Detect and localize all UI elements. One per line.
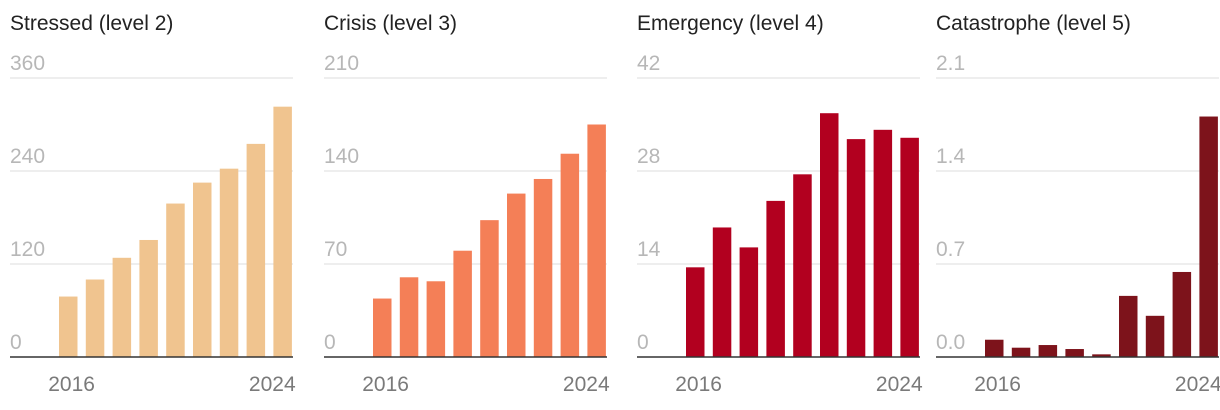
bar-2019: 2019: 80: [453, 250, 472, 357]
bar-2018: 2018: 16.5: [739, 247, 759, 357]
bar-2016: 2016: 13.5: [686, 267, 705, 357]
bar-2024: 2024: 323: [273, 106, 292, 357]
y-tick-label: 240: [10, 145, 45, 168]
bar-2016: 2016: 78: [59, 296, 78, 357]
x-tick-label: 2016: [675, 373, 722, 396]
y-tick-label: 360: [10, 52, 45, 75]
bar-2023: 2023: 275: [246, 143, 266, 357]
bar-2024: 2024: 1.81: [1199, 116, 1218, 358]
bar-2021: 2021: 225: [193, 182, 212, 357]
bar-2017: 2017: 19.5: [712, 227, 732, 357]
x-tick-label: 2016: [48, 373, 95, 396]
x-tick-label: 2016: [362, 373, 409, 396]
panel-title: Emergency (level 4): [637, 12, 824, 35]
y-tick-label: 0: [10, 331, 22, 354]
y-tick-label: 140: [324, 145, 359, 168]
panel-emergency: Emergency (level 4) 0 14 28 42 2016: 13.5 201…: [637, 0, 923, 410]
bar-2022: 2022: 0.31: [1145, 315, 1165, 357]
y-tick-label: 2.1: [936, 52, 965, 75]
bar-chart: 0.0 0.7 1.4 2.1 2016: 0.13 2017: 0.07 2018: 0.…: [936, 52, 1220, 396]
bar-chart: 0 14 28 42 2016: 13.5 2017: 19.5 2018: 16.5 201…: [637, 52, 923, 396]
panel-title: Crisis (level 3): [324, 12, 458, 35]
y-tick-label: 0: [324, 331, 336, 354]
bar-2019: 2019: 151: [139, 239, 158, 357]
bar-2024: 2024: 175: [587, 124, 606, 357]
panel-title: Catastrophe (level 5): [936, 12, 1131, 35]
bar-2018: 2018: 0.09: [1038, 345, 1058, 357]
panel-stressed: Stressed (level 2) 0 120 240 360 2016: 78 201…: [10, 0, 296, 410]
y-tick-label: 210: [324, 52, 359, 75]
y-tick-label: 42: [637, 52, 660, 75]
y-tick-label: 120: [10, 238, 45, 261]
bar-2021: 2021: 0.46: [1119, 295, 1138, 357]
bar-2018: 2018: 57: [426, 281, 446, 357]
bar-chart: 0 70 140 210 2016: 44 2017: 60 2018: 57 2019: 8…: [324, 52, 610, 396]
bar-2022: 2022: 32.8: [846, 139, 866, 357]
bar-2023: 2023: 34.2: [873, 129, 893, 357]
bar-2019: 2019: 0.06: [1065, 349, 1084, 357]
bar-2016: 2016: 44: [373, 298, 392, 357]
bar-2023: 2023: 153: [560, 153, 580, 357]
bar-2017: 2017: 60: [399, 277, 419, 357]
bar-2023: 2023: 0.64: [1172, 271, 1192, 357]
x-tick-label: 2016: [974, 373, 1021, 396]
x-tick-label: 2024: [1175, 373, 1220, 396]
y-tick-label: 70: [324, 238, 347, 261]
bar-2017: 2017: 0.07: [1011, 347, 1031, 357]
panel-catastrophe: Catastrophe (level 5) 0.0 0.7 1.4 2.1 2016: …: [936, 0, 1220, 410]
y-tick-label: 1.4: [936, 145, 966, 168]
bar-2020: 2020: 198: [166, 203, 185, 357]
x-tick-label: 2024: [249, 373, 296, 396]
panel-crisis: Crisis (level 3) 0 70 140 210 2016: 44 2017: …: [324, 0, 610, 410]
bar-2017: 2017: 100: [85, 279, 105, 357]
bar-2016: 2016: 0.13: [985, 339, 1004, 357]
bar-2020: 2020: 0.02: [1092, 354, 1111, 357]
y-tick-label: 0.7: [936, 238, 965, 261]
bar-2020: 2020: 27.5: [793, 174, 812, 357]
y-tick-label: 28: [637, 145, 660, 168]
bar-2019: 2019: 23.5: [766, 200, 785, 357]
x-tick-label: 2024: [563, 373, 610, 396]
y-tick-label: 0.0: [936, 331, 965, 354]
bar-2021: 2021: 123: [507, 193, 526, 357]
bar-2022: 2022: 243: [219, 168, 239, 357]
bar-2021: 2021: 36.7: [820, 113, 839, 357]
x-tick-label: 2024: [876, 373, 923, 396]
bar-2022: 2022: 134: [533, 178, 553, 357]
y-tick-label: 0: [637, 331, 649, 354]
bar-2018: 2018: 128: [112, 257, 132, 357]
panel-title: Stressed (level 2): [10, 12, 174, 35]
bar-2020: 2020: 103: [480, 220, 499, 357]
bar-chart: 0 120 240 360 2016: 78 2017: 100 2018: 128 2019…: [10, 52, 296, 396]
bar-2024: 2024: 33: [900, 137, 919, 357]
y-tick-label: 14: [637, 238, 661, 261]
